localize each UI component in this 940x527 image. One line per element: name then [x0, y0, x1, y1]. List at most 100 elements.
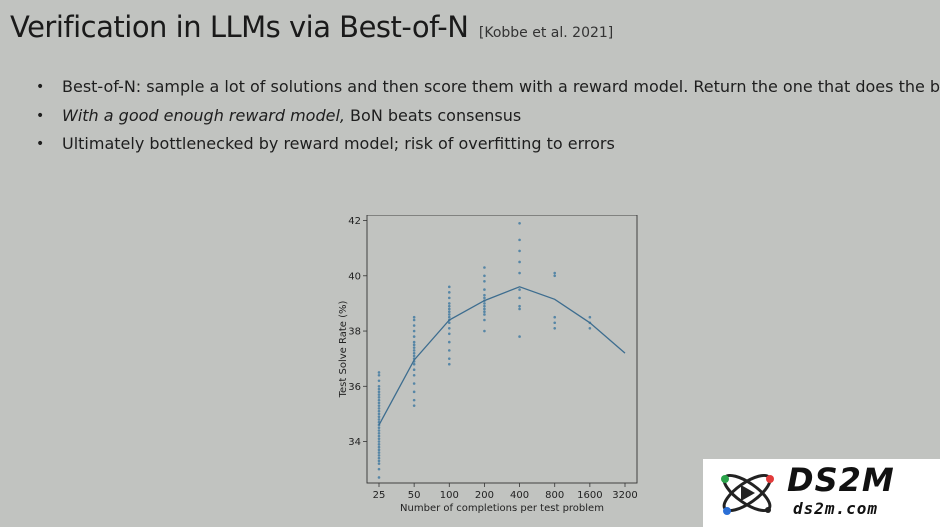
sample-point — [412, 404, 416, 407]
sample-point — [412, 373, 416, 377]
sample-point — [483, 318, 486, 322]
sample-point — [518, 260, 521, 264]
sample-point — [447, 349, 451, 352]
sample-point — [412, 329, 416, 333]
sample-point — [377, 434, 381, 438]
sample-point — [377, 426, 381, 430]
sample-point — [377, 462, 381, 465]
sample-point — [483, 304, 486, 308]
sample-point — [447, 291, 451, 294]
y-tick-label: 36 — [348, 382, 361, 393]
sample-point — [377, 429, 381, 432]
title-citation: [Kobbe et al. 2021] — [478, 25, 614, 41]
sample-point — [377, 467, 381, 471]
sample-point — [553, 274, 557, 278]
sample-point — [483, 310, 486, 314]
logo-domain: ds2m.com — [793, 499, 879, 518]
bullet-text-italic: With a good enough reward model, — [62, 105, 345, 125]
sample-point — [483, 274, 486, 278]
sample-point — [412, 343, 416, 347]
sample-point — [518, 335, 521, 338]
x-tick-label: 200 — [475, 490, 494, 501]
sample-point — [412, 349, 416, 352]
slide-title-row: Verification in LLMs via Best-of-N [Kobb… — [10, 10, 613, 44]
sample-point — [412, 351, 416, 355]
x-tick-label: 100 — [440, 490, 459, 501]
sample-point — [447, 332, 451, 336]
sample-point — [412, 324, 416, 327]
sample-point — [483, 266, 486, 269]
bullet-dot: • — [36, 79, 45, 95]
sample-point — [483, 296, 486, 300]
sample-point — [483, 307, 486, 311]
bullet-text-plain: Best-of-N: sample a lot of solutions and… — [62, 77, 940, 96]
bullet-dot: • — [36, 136, 45, 152]
sample-point — [518, 307, 521, 311]
sample-point — [447, 362, 451, 366]
sample-point — [483, 288, 486, 291]
sample-point — [377, 398, 381, 402]
sample-point — [377, 412, 381, 416]
sample-point — [447, 304, 451, 308]
sample-point — [377, 384, 381, 388]
sample-point — [377, 448, 381, 452]
sample-point — [447, 302, 451, 305]
sample-point — [483, 329, 486, 333]
sample-point — [412, 354, 416, 358]
sample-point — [447, 315, 451, 319]
sample-point — [412, 340, 416, 344]
sample-point — [377, 404, 381, 407]
plot-frame — [366, 215, 638, 484]
sample-point — [518, 288, 521, 291]
sample-point — [518, 304, 521, 308]
sample-point — [447, 313, 451, 316]
x-tick-label: 400 — [510, 490, 529, 501]
sample-point — [412, 368, 416, 372]
bullet-dot: • — [36, 107, 45, 124]
y-tick-label: 40 — [348, 271, 361, 282]
logo-wordmark: DS2M — [787, 461, 895, 499]
bullet-text: Ultimately bottlenecked by reward model;… — [62, 132, 615, 156]
sample-point — [377, 373, 381, 377]
sample-point — [518, 249, 521, 253]
atom-logo-icon — [721, 473, 774, 515]
sample-point — [412, 318, 416, 322]
sample-point — [553, 326, 557, 330]
sample-point — [553, 271, 557, 275]
sample-point — [447, 357, 451, 360]
sample-point — [447, 321, 451, 325]
sample-point — [377, 431, 381, 435]
sample-point — [377, 371, 381, 374]
sample-point — [518, 238, 521, 242]
sample-point — [447, 326, 451, 330]
sample-point — [377, 390, 381, 394]
sample-point — [553, 321, 557, 325]
sample-point — [377, 456, 381, 460]
sample-point — [412, 346, 416, 349]
sample-point — [412, 335, 416, 338]
sample-point — [483, 313, 486, 316]
sample-point — [377, 407, 381, 410]
sample-point — [377, 409, 381, 413]
sample-point — [518, 221, 521, 225]
sample-point — [412, 315, 416, 319]
x-tick-label: 3200 — [612, 490, 637, 501]
sample-point — [447, 310, 451, 314]
sample-point — [483, 293, 486, 297]
sample-point — [553, 315, 557, 319]
x-tick-label: 50 — [408, 490, 421, 501]
sample-point — [377, 418, 381, 421]
y-tick-label: 42 — [348, 216, 361, 227]
sample-point — [447, 307, 451, 311]
bullet-text-plain: Ultimately bottlenecked by reward model;… — [62, 134, 615, 153]
sample-point — [377, 451, 381, 454]
sample-point — [412, 398, 416, 402]
sample-point — [377, 459, 381, 463]
sample-point — [412, 382, 416, 385]
bullet-text-plain: BoN beats consensus — [344, 105, 522, 125]
y-axis-label: Test Solve Rate (%) — [338, 301, 349, 399]
sample-point — [377, 401, 381, 405]
sample-point — [377, 393, 381, 396]
sample-point — [377, 379, 381, 383]
